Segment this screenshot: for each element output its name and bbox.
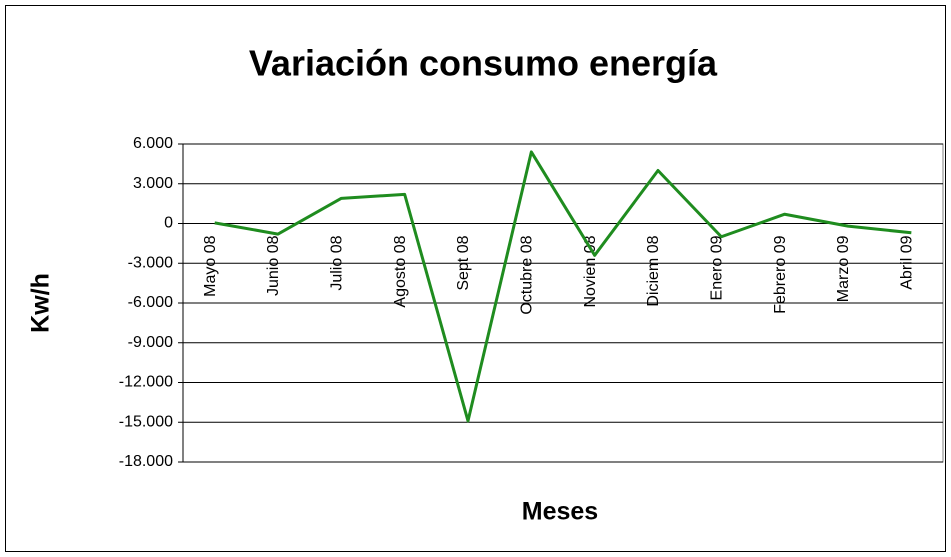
y-tick-label: -6.000 [128,294,173,311]
x-axis-label: Meses [522,498,598,526]
x-tick-label: Julio 08 [329,235,346,290]
x-tick-label: Febrero 09 [772,235,789,313]
x-tick-label: Junio 08 [265,235,282,296]
data-line [214,150,912,423]
y-tick-label: -3.000 [128,254,173,271]
x-tick-label: Abril 09 [899,235,916,289]
x-tick-label: Sept 08 [455,235,472,290]
y-tick-label: 6.000 [133,135,173,152]
y-tick-label: -12.000 [119,374,173,391]
x-tick-label: Marzo 09 [835,235,852,302]
y-tick-label: -18.000 [119,453,173,470]
x-tick-label: Octubre 08 [519,235,536,314]
y-tick-label: -9.000 [128,334,173,351]
y-tick-label: -15.000 [119,413,173,430]
x-tick-label: Enero 09 [709,235,726,300]
y-axis-label: Kw/h [27,273,55,333]
chart-title: Variación consumo energía [249,43,718,84]
y-tick-label: 3.000 [133,175,173,192]
x-tick-label: Agosto 08 [392,235,409,307]
y-tick-label: 0 [164,215,173,232]
x-tick-label: Diciem 08 [645,235,662,306]
x-tick-label: Mayo 08 [202,235,219,296]
